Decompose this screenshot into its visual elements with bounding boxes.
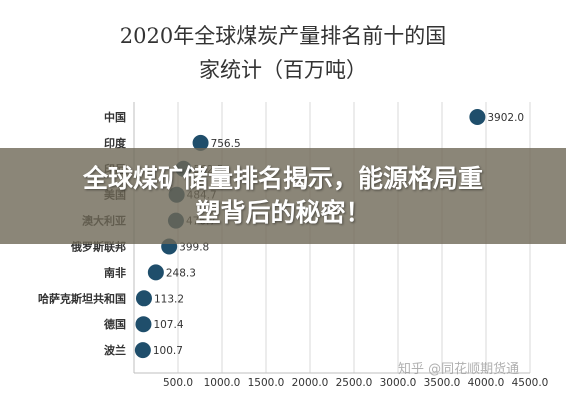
x-tick-label-6: 3500.0: [424, 377, 461, 389]
value-label-6: 248.3: [166, 267, 196, 279]
category-label-0: 中国: [104, 110, 126, 124]
value-label-0: 3902.0: [487, 112, 524, 124]
data-point-9: [134, 342, 151, 359]
data-point-0: [469, 109, 486, 125]
x-tick-label-2: 1500.0: [248, 377, 285, 389]
x-tick-label-5: 3000.0: [380, 377, 417, 389]
category-label-1: 印度: [104, 136, 127, 150]
value-label-9: 100.7: [153, 345, 183, 357]
category-label-7: 哈萨克斯坦共和国: [38, 291, 126, 305]
headline-line-2: 塑背后的秘密！: [195, 198, 371, 227]
watermark: 知乎 @同花顺期货通: [398, 362, 520, 377]
category-label-9: 波兰: [104, 343, 126, 357]
x-tick-label-7: 4000.0: [468, 377, 505, 389]
value-label-7: 113.2: [154, 293, 184, 305]
chart-title-line-1: 2020年全球煤炭产量排名前十的国: [119, 24, 447, 48]
headline-banner: 全球煤矿储量排名揭示，能源格局重 塑背后的秘密！: [0, 148, 566, 244]
chart-title-line-2: 家统计（百万吨）: [199, 58, 367, 82]
x-tick-label-1: 1000.0: [204, 377, 241, 389]
value-label-1: 756.5: [211, 138, 241, 150]
x-tick-label-8: 4500.0: [512, 377, 549, 389]
data-point-8: [135, 316, 152, 333]
headline-line-1: 全球煤矿储量排名揭示，能源格局重: [82, 164, 483, 193]
data-point-1: [192, 134, 209, 151]
x-tick-label-3: 2000.0: [292, 377, 329, 389]
value-label-8: 107.4: [153, 319, 183, 331]
category-label-6: 南非: [104, 265, 126, 279]
data-point-6: [147, 264, 164, 281]
x-tick-label-0: 500.0: [163, 377, 193, 389]
category-label-8: 德国: [103, 317, 126, 331]
value-label-5: 399.8: [179, 242, 209, 254]
data-point-7: [135, 290, 152, 307]
x-tick-label-4: 2500.0: [336, 377, 373, 389]
headline-text: 全球煤矿储量排名揭示，能源格局重 塑背后的秘密！: [83, 162, 483, 230]
